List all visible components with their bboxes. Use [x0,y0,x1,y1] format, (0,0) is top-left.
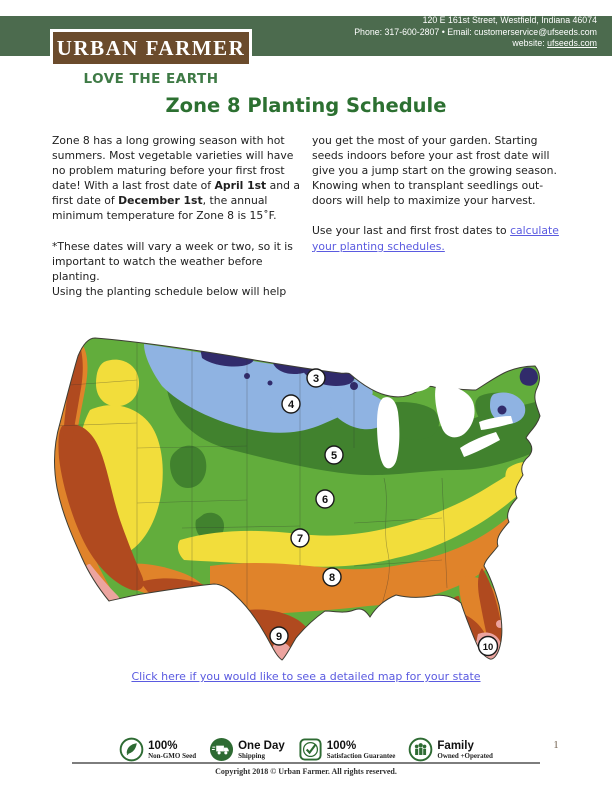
schedule-text: Use your last and first frost dates to [312,224,511,238]
check-icon [299,738,322,761]
zone-marker-7: 7 [290,528,310,548]
truck-icon [210,737,234,762]
zone-marker-10: 10 [477,635,499,657]
zone-marker-4: 4 [281,394,301,414]
paragraph-continue: Using the planting schedule below will h… [52,284,287,298]
footer-badges: 100% Non-GMO Seed One Day Shipping [110,737,502,762]
paragraph-garden: you get the most of your garden. Startin… [312,134,557,208]
badge-subtitle: Owned +Operated [437,751,493,760]
copyright-text: Copyright 2018 © Urban Farmer. All right… [215,767,397,776]
header-website-line: website: ufseeds.com [354,38,597,50]
great-lakes [348,363,513,469]
badge-title: One Day [238,739,285,752]
badge-satisfaction: 100% Satisfaction Guarantee [298,737,396,762]
zone-4-areas [144,344,526,433]
zone-color-layers [54,338,540,660]
paragraph-intro: Zone 8 has a long growing season with ho… [52,133,304,224]
svg-text:3: 3 [313,373,319,385]
website-label: website: [512,38,548,49]
detailed-map-link[interactable]: Click here if you would like to see a de… [131,670,481,683]
svg-text:8: 8 [329,572,335,584]
header-contact-block: 120 E 161st Street, Westfield, Indiana 4… [354,15,597,50]
badge-title: 100% [326,739,357,752]
svg-text:6: 6 [322,494,328,506]
zone-marker-8: 8 [322,567,342,587]
logo-text: URBAN FARMER [56,35,246,60]
footer-divider [72,762,540,764]
zone-marker-3: 3 [306,368,326,388]
zone-marker-6: 6 [315,489,335,509]
badge-subtitle: Shipping [238,751,265,760]
svg-text:9: 9 [276,631,282,643]
badge-subtitle: Satisfaction Guarantee [326,751,396,760]
badge-non-gmo: 100% Non-GMO Seed [119,737,196,762]
badge-shipping: One Day Shipping [209,737,285,762]
header-address: 120 E 161st Street, Westfield, Indiana 4… [422,15,597,25]
leaf-icon [119,737,144,762]
paragraph-schedule: Use your last and first frost dates to c… [312,223,566,253]
page-number: 1 [553,740,559,751]
body-column-right: you get the most of your garden. Startin… [312,133,566,254]
zone-markers: 3 4 5 6 7 8 9 10 [269,368,499,657]
svg-text:10: 10 [483,642,494,653]
zone-marker-5: 5 [324,445,344,465]
first-frost-date: December 1st [118,194,203,208]
badge-title: Family [437,739,474,752]
badge-family-owned: Family Owned +Operated [408,737,493,762]
zone-marker-9: 9 [269,626,289,646]
logo-tagline: LOVE THE EARTH [83,71,219,87]
page-title: Zone 8 Planting Schedule [165,94,447,117]
paragraph-note: *These dates will vary a week or two, so… [52,239,293,283]
intro-text: Zone 8 has a long growing season with ho… [52,134,294,193]
lake-erie [460,432,500,457]
intro-text2: and a first date of [52,179,300,208]
badge-subtitle: Non-GMO Seed [148,751,197,760]
badge-title: 100% [148,739,178,752]
detailed-map-link-row: Click here if you would like to see a de… [0,670,612,683]
state-border-lines [54,342,448,611]
usda-zone-map: 3 4 5 6 7 8 9 10 [32,328,545,672]
body-column-left: Zone 8 has a long growing season with ho… [52,133,304,299]
lake-huron [435,385,475,438]
family-icon [409,737,433,762]
intro-text3: , the annual minimum temperature for Zon… [52,194,277,223]
svg-text:4: 4 [288,399,295,411]
svg-text:5: 5 [331,450,337,462]
svg-text:7: 7 [297,533,303,545]
website-link[interactable]: ufseeds.com [547,38,597,49]
last-frost-date: April 1st [214,179,267,193]
urban-farmer-logo: URBAN FARMER [50,29,252,67]
lake-michigan [377,397,400,469]
calculate-schedules-link[interactable]: calculate your planting schedules. [312,224,559,253]
lake-ontario [479,416,513,430]
header-phone-email: Phone: 317-600-2807 • Email: customerser… [354,26,597,37]
lake-superior [348,363,431,393]
zone-map-svg: 3 4 5 6 7 8 9 10 [54,337,541,661]
